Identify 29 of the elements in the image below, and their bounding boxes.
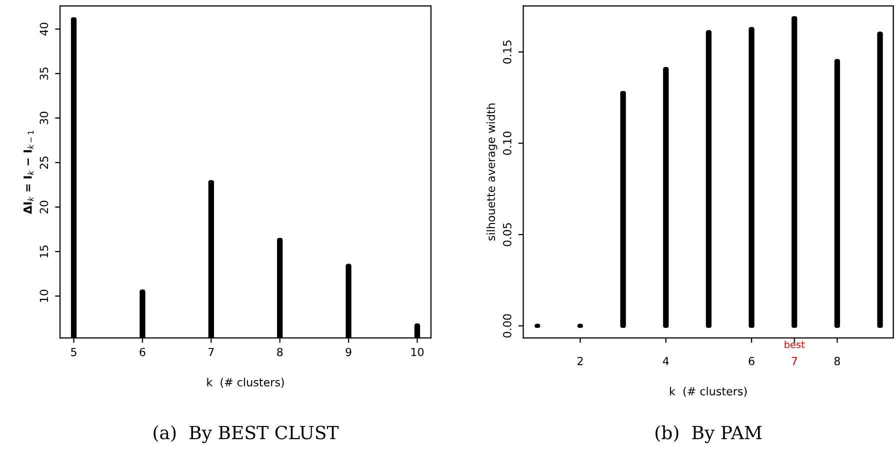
x-tick-label: 7 — [792, 356, 797, 366]
y-axis-title: silhouette average width — [486, 104, 498, 241]
y-tick-label: 0.10 — [502, 132, 512, 155]
x-tick-label: 10 — [411, 348, 424, 356]
x-tick-label: 5 — [71, 348, 76, 356]
x-tick-label: 4 — [662, 356, 669, 366]
x-tick-label: 9 — [346, 348, 352, 356]
annotation: best — [784, 340, 805, 348]
x-tick-label: 8 — [834, 356, 840, 366]
x-tick-label: 7 — [208, 348, 214, 356]
x-axis-title: k (# clusters) — [670, 386, 747, 397]
y-tick-label: 25 — [40, 156, 48, 169]
text: (b) By PAM — [656, 425, 762, 444]
y-axis-title: ΔI$_{k}$ = I$_{k}$ − I$_{k−1}$ — [24, 130, 34, 214]
y-tick-label: 0.00 — [502, 314, 512, 338]
y-tick-label: 10 — [40, 290, 48, 302]
y-tick-label: 0.15 — [502, 40, 512, 64]
y-tick-label: 0.05 — [502, 223, 512, 246]
y-tick-label: 40 — [40, 22, 48, 36]
x-tick-label: 6 — [140, 348, 146, 356]
y-tick-label: 15 — [40, 245, 48, 258]
y-tick-label: 30 — [40, 112, 48, 124]
text: (a) By BEST CLUST — [154, 425, 339, 444]
x-axis-title: k (# clusters) — [207, 378, 284, 388]
x-tick-label: 2 — [578, 356, 583, 366]
x-tick-label: 6 — [748, 356, 754, 366]
y-tick-label: 20 — [40, 200, 48, 214]
y-tick-label: 35 — [40, 67, 48, 80]
x-tick-label: 8 — [277, 348, 283, 356]
